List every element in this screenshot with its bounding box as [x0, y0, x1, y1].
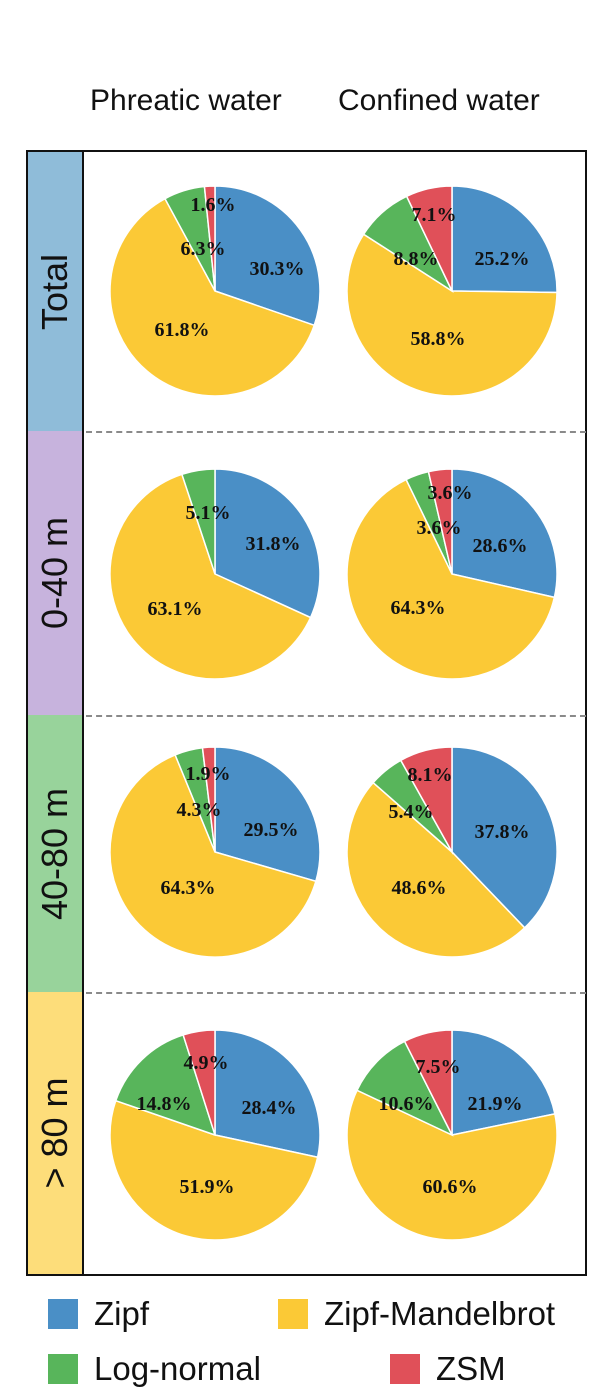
row-band-0-40m: 0-40 m [28, 431, 82, 715]
pie-label-zipf: 29.5% [244, 819, 299, 841]
pie-slice-zsm [403, 1029, 453, 1136]
legend-label-zipf-mandelbrot: Zipf-Mandelbrot [324, 1295, 556, 1332]
row-band-over-80m: > 80 m [28, 992, 82, 1274]
pie-slice-zipf [451, 185, 558, 294]
frame-divider [82, 150, 84, 1276]
pie-slice-zipf [214, 1029, 321, 1159]
pie-slice-zsm [405, 185, 453, 292]
pie-label-zsm: 8.1% [408, 764, 453, 786]
pie-label-zipf-mandelbrot: 64.3% [161, 877, 216, 899]
legend-item-zipf: Zipf [48, 1295, 149, 1333]
pie-slice-zipf [451, 746, 558, 929]
pie-label-zsm: 7.5% [416, 1056, 461, 1078]
pie-80-m-phreatic-water: 28.4% 51.9% 14.8% 4.9% [109, 1029, 321, 1241]
pie-label-zipf: 31.8% [246, 533, 301, 555]
row-band-total: Total [28, 152, 82, 431]
pie-slice-zsm [203, 185, 216, 292]
pie-slice-zipf-mandelbrot [346, 1089, 558, 1241]
pie-slice-zipf-mandelbrot [346, 478, 556, 680]
pie-slice-zipf-mandelbrot [346, 781, 526, 958]
row-separator [86, 992, 586, 994]
pie-slice-log-normal [356, 1040, 454, 1137]
legend-label-zsm: ZSM [436, 1350, 506, 1387]
pie-total-phreatic-water: 30.3% 61.8% 6.3% 1.6% [109, 185, 321, 397]
pie-slice-zipf [214, 746, 321, 883]
pie-label-log-normal: 5.1% [186, 502, 231, 524]
pie-slice-zsm [399, 746, 453, 855]
pie-label-zipf-mandelbrot: 58.8% [411, 328, 466, 350]
pie-slice-log-normal [114, 1033, 217, 1137]
legend-label-log-normal: Log-normal [94, 1350, 261, 1387]
pie-slice-zipf [214, 185, 321, 327]
pie-label-zipf: 25.2% [475, 248, 530, 270]
pie-slice-zipf-mandelbrot [109, 753, 317, 958]
pie-slice-zsm [182, 1029, 216, 1136]
pie-slice-zipf-mandelbrot [109, 473, 312, 680]
legend-item-zsm: ZSM [390, 1350, 506, 1388]
pie-label-zipf-mandelbrot: 48.6% [392, 877, 447, 899]
pie-0-40-m-phreatic-water: 31.8% 63.1% 5.1% [109, 468, 321, 680]
row-band-40-80m: 40-80 m [28, 715, 82, 992]
pie-label-zipf-mandelbrot: 51.9% [180, 1176, 235, 1198]
pie-slice-zipf [451, 468, 558, 599]
pie-label-zipf: 30.3% [250, 258, 305, 280]
pie-label-zsm: 1.9% [186, 763, 231, 785]
pie-label-log-normal: 4.3% [177, 799, 222, 821]
pie-slice-zipf [451, 1029, 556, 1136]
pie-label-zipf: 37.8% [475, 821, 530, 843]
legend-item-log-normal: Log-normal [48, 1350, 261, 1388]
legend-item-zipf-mandelbrot: Zipf-Mandelbrot [278, 1295, 555, 1333]
legend-swatch-zipf-mandelbrot [278, 1299, 308, 1329]
pie-slice-zsm [201, 746, 216, 853]
column-header-phreatic-water: Phreatic water [90, 84, 282, 117]
pie-label-zipf: 28.6% [473, 535, 528, 557]
pie-label-zipf-mandelbrot: 61.8% [155, 319, 210, 341]
pie-label-log-normal: 8.8% [394, 248, 439, 270]
pie-slice-zsm [427, 468, 453, 575]
pie-label-log-normal: 3.6% [417, 517, 462, 539]
pie-slice-log-normal [180, 468, 216, 575]
legend-label-zipf: Zipf [94, 1295, 150, 1332]
row-separator [86, 431, 586, 433]
pie-label-zsm: 4.9% [184, 1052, 229, 1074]
pie-label-zipf-mandelbrot: 63.1% [148, 598, 203, 620]
pie-0-40-m-confined-water: 28.6% 64.3% 3.6% 3.6% [346, 468, 558, 680]
pie-40-80-m-phreatic-water: 29.5% 64.3% 4.3% 1.9% [109, 746, 321, 958]
pie-label-zsm: 1.6% [191, 194, 236, 216]
legend-swatch-log-normal [48, 1354, 78, 1384]
pie-slice-zipf [214, 468, 321, 619]
legend-swatch-zipf [48, 1299, 78, 1329]
pie-label-zsm: 7.1% [412, 204, 457, 226]
pie-80-m-confined-water: 21.9% 60.6% 10.6% 7.5% [346, 1029, 558, 1241]
pie-total-confined-water: 25.2% 58.8% 8.8% 7.1% [346, 185, 558, 397]
pie-slice-zipf-mandelbrot [346, 233, 558, 397]
pie-40-80-m-confined-water: 37.8% 48.6% 5.4% 8.1% [346, 746, 558, 958]
pie-label-zsm: 3.6% [428, 482, 473, 504]
pie-slice-zipf-mandelbrot [109, 1099, 319, 1241]
column-header-confined-water: Confined water [338, 84, 540, 117]
pie-label-log-normal: 10.6% [379, 1093, 434, 1115]
pie-slice-zipf-mandelbrot [109, 197, 316, 397]
pie-label-zipf: 21.9% [468, 1093, 523, 1115]
pie-label-log-normal: 14.8% [137, 1093, 192, 1115]
pie-label-zipf: 28.4% [242, 1097, 297, 1119]
row-separator [86, 715, 586, 717]
legend-swatch-zsm [390, 1354, 420, 1384]
pie-label-zipf-mandelbrot: 64.3% [391, 597, 446, 619]
pie-label-log-normal: 5.4% [389, 801, 434, 823]
pie-label-log-normal: 6.3% [181, 238, 226, 260]
pie-label-zipf-mandelbrot: 60.6% [423, 1176, 478, 1198]
